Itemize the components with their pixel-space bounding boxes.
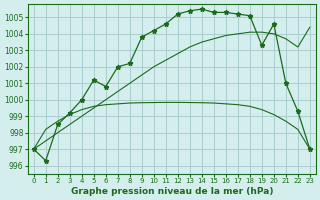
X-axis label: Graphe pression niveau de la mer (hPa): Graphe pression niveau de la mer (hPa): [70, 187, 273, 196]
